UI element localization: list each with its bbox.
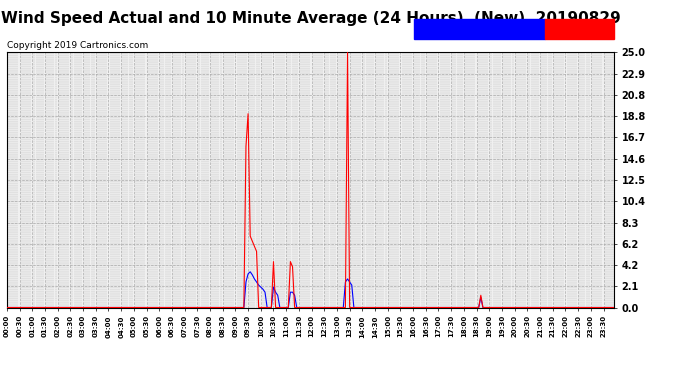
Text: Copyright 2019 Cartronics.com: Copyright 2019 Cartronics.com	[7, 41, 148, 50]
Text: 10 Min Avg (mph): 10 Min Avg (mph)	[437, 24, 522, 33]
Text: Wind Speed Actual and 10 Minute Average (24 Hours)  (New)  20190829: Wind Speed Actual and 10 Minute Average …	[1, 11, 620, 26]
Text: Wind (mph): Wind (mph)	[552, 24, 607, 33]
